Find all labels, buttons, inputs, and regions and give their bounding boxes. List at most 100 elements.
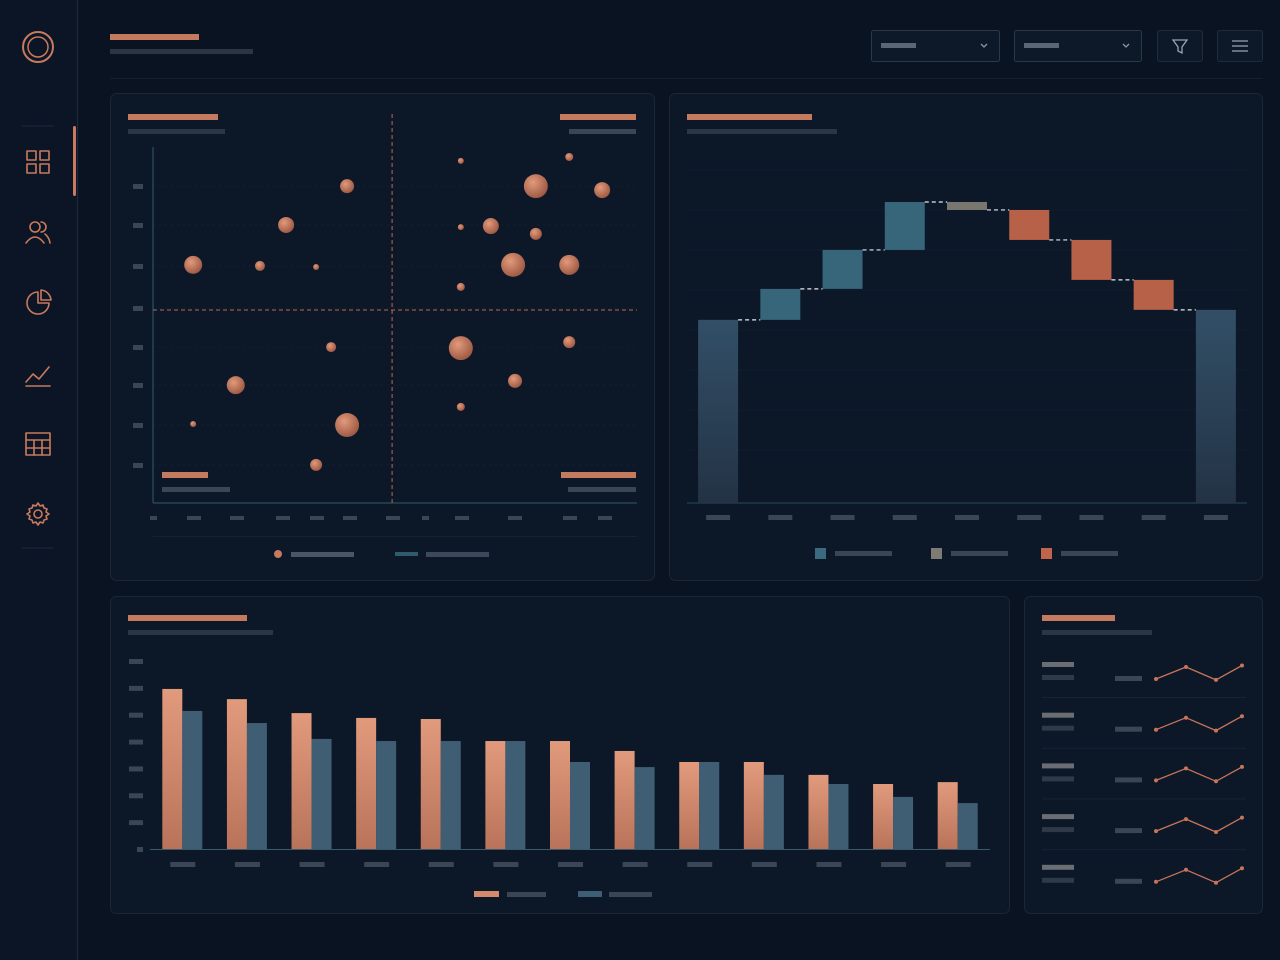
y-tick-placeholder — [133, 223, 143, 228]
legend-swatch — [395, 552, 418, 556]
sparkline-panel — [1024, 596, 1263, 914]
x-tick-placeholder — [170, 862, 196, 867]
text-placeholder — [1061, 551, 1118, 556]
sparkline — [1155, 867, 1243, 884]
x-tick-placeholder — [945, 862, 971, 867]
text-placeholder — [609, 892, 652, 897]
x-tick-placeholder — [493, 862, 519, 867]
bubble — [501, 252, 526, 277]
x-tick-placeholder — [299, 862, 325, 867]
spark-point — [1154, 727, 1158, 732]
x-tick-placeholder — [1141, 515, 1166, 520]
spark-point — [1214, 677, 1218, 682]
x-tick-placeholder — [422, 516, 429, 520]
bubble — [335, 413, 360, 438]
quadrant-label-placeholder — [561, 472, 636, 478]
text-placeholder — [1042, 877, 1074, 883]
step-bar — [1009, 209, 1050, 240]
y-tick-placeholder — [133, 264, 143, 269]
bubble — [456, 402, 465, 411]
nav-analytics[interactable] — [25, 366, 51, 387]
y-tick-placeholder — [133, 345, 143, 350]
row-label-placeholder — [1042, 763, 1074, 769]
sparkline — [1155, 766, 1243, 783]
bar — [937, 782, 958, 849]
y-tick-placeholder — [133, 383, 143, 388]
legend-swatch — [274, 550, 282, 558]
page-title-placeholder — [110, 34, 199, 40]
bar — [893, 796, 914, 849]
bar — [828, 784, 849, 849]
dropdown[interactable] — [1014, 30, 1142, 62]
text-placeholder — [128, 630, 273, 635]
text-placeholder — [1042, 675, 1074, 680]
nav-tables[interactable] — [25, 432, 51, 456]
bar — [356, 717, 377, 849]
y-tick-placeholder — [129, 712, 143, 718]
spark-point — [1184, 715, 1188, 720]
bubble — [457, 157, 464, 164]
text-placeholder — [1042, 725, 1074, 731]
chart-title-placeholder — [1042, 615, 1115, 621]
bubble — [310, 458, 323, 471]
x-tick-placeholder — [706, 515, 731, 520]
nav-dashboard[interactable] — [26, 150, 50, 174]
spark-point — [1214, 728, 1218, 733]
bar — [311, 738, 332, 849]
x-tick-placeholder — [230, 516, 244, 520]
text-placeholder — [687, 129, 837, 134]
nav-settings[interactable] — [26, 502, 50, 526]
bar — [246, 723, 267, 849]
x-tick-placeholder — [234, 862, 260, 867]
legend-swatch — [931, 548, 942, 559]
bar — [743, 761, 764, 849]
sparkline — [1155, 715, 1243, 732]
spark-point — [1184, 817, 1188, 822]
nav-users[interactable] — [25, 221, 51, 244]
bubble — [482, 218, 499, 235]
y-tick-placeholder — [129, 820, 143, 826]
x-tick-placeholder — [187, 516, 201, 520]
y-tick-placeholder — [129, 685, 143, 691]
text-placeholder — [1115, 878, 1142, 884]
spark-point — [1154, 677, 1158, 681]
total-bar — [1195, 309, 1236, 503]
bubble — [184, 255, 203, 274]
y-tick-placeholder — [129, 659, 143, 664]
bar — [440, 741, 461, 849]
bar — [873, 784, 894, 849]
bar — [291, 713, 312, 849]
bar — [808, 774, 829, 849]
bubble — [594, 182, 611, 199]
row-label-placeholder — [1042, 814, 1074, 820]
x-tick-placeholder — [687, 862, 713, 867]
filter-button[interactable] — [1157, 30, 1203, 62]
chart-title-placeholder — [687, 114, 812, 120]
step-bar — [1071, 239, 1112, 280]
bubble — [529, 227, 542, 240]
y-tick-placeholder — [129, 766, 143, 772]
x-tick-placeholder — [830, 515, 855, 520]
chart-title-placeholder — [128, 615, 247, 621]
dropdown[interactable] — [871, 30, 1000, 62]
step-bar — [760, 288, 801, 320]
step-bar — [884, 201, 925, 250]
nav-reports[interactable] — [26, 289, 52, 315]
bubble — [254, 260, 265, 271]
text-placeholder — [569, 129, 636, 134]
spark-point — [1214, 830, 1218, 834]
x-tick-placeholder — [563, 516, 577, 520]
spark-point — [1184, 766, 1188, 771]
bubble — [226, 376, 245, 395]
x-tick-placeholder — [816, 862, 842, 867]
bar — [376, 741, 397, 849]
legend-swatch — [578, 891, 602, 897]
y-tick-placeholder — [133, 423, 143, 428]
menu-button[interactable] — [1217, 30, 1263, 62]
step-bar — [947, 201, 987, 210]
spark-point — [1154, 879, 1158, 884]
x-tick-placeholder — [310, 516, 324, 520]
sparkline — [1155, 664, 1243, 681]
active-indicator — [73, 126, 76, 196]
